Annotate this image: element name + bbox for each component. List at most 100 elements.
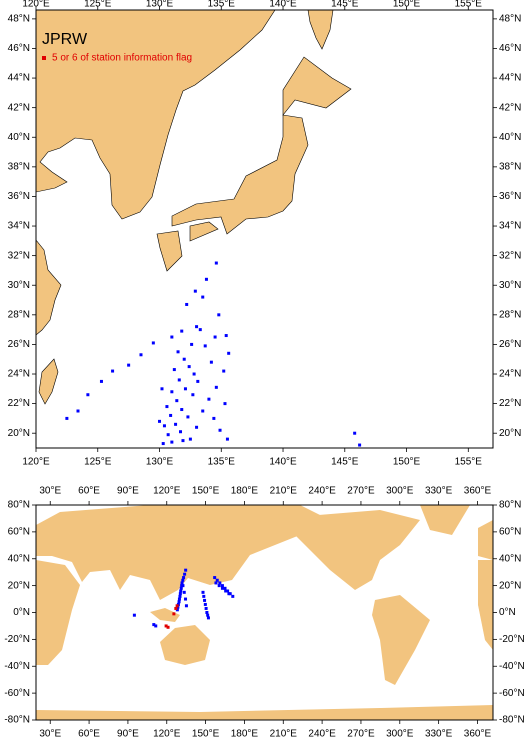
y-tick-label: 60°N [499, 527, 521, 538]
x-tick-label: 145°E [331, 0, 359, 10]
station-point [166, 625, 170, 629]
x-tick-label: 60°E [78, 729, 100, 740]
y-tick-label: 44°N [8, 73, 30, 84]
station-point [181, 584, 185, 588]
station-point [170, 335, 174, 339]
x-tick-label: 120°E [153, 486, 181, 497]
x-tick-label: 155°E [455, 0, 483, 10]
station-point [182, 590, 186, 594]
station-point [220, 584, 224, 588]
y-tick-label: 80°N [499, 500, 521, 511]
x-tick-label: 150°E [393, 0, 421, 10]
x-tick-label: 120°E [153, 729, 181, 740]
station-point [76, 409, 80, 413]
station-point [179, 586, 183, 590]
x-tick-label: 155°E [455, 457, 483, 468]
x-tick-label: 60°E [78, 486, 100, 497]
station-point [180, 329, 184, 333]
y-tick-label: 40°N [499, 553, 521, 564]
station-point [214, 581, 218, 585]
y-tick-label: 0°N [499, 607, 516, 618]
station-point [205, 611, 209, 614]
y-tick-label: 48°N [8, 14, 30, 25]
station-point [165, 405, 169, 409]
y-tick-label: 46°N [499, 43, 521, 54]
station-point [127, 363, 131, 367]
x-tick-label: 150°E [192, 486, 220, 497]
y-tick-label: 32°N [499, 250, 521, 261]
y-tick-label: 28°N [8, 309, 30, 320]
station-point [170, 390, 174, 394]
station-point [184, 604, 188, 608]
station-point [191, 393, 195, 397]
station-point [166, 433, 170, 437]
station-point [172, 368, 176, 372]
station-point [169, 413, 173, 417]
station-point [223, 402, 227, 406]
y-tick-label: 34°N [8, 221, 30, 232]
map-title: JPRW [42, 31, 88, 48]
station-point [226, 589, 230, 593]
x-tick-label: 150°E [393, 457, 421, 468]
x-tick-label: 30°E [39, 729, 61, 740]
station-point [192, 372, 196, 376]
x-tick-label: 90°E [117, 486, 139, 497]
station-point [99, 379, 103, 383]
station-point [204, 606, 208, 610]
y-tick-label: 42°N [499, 102, 521, 113]
station-point [193, 289, 197, 293]
y-tick-label: -20°N [499, 634, 525, 645]
x-tick-label: 240°E [308, 486, 336, 497]
legend-marker [42, 56, 46, 60]
station-point [353, 431, 357, 435]
y-tick-label: 36°N [499, 191, 521, 202]
station-point [177, 597, 181, 601]
x-tick-label: 360°E [464, 486, 492, 497]
station-point [206, 616, 210, 620]
y-tick-label: 48°N [499, 14, 521, 25]
station-point [225, 437, 229, 441]
y-tick-label: -40°N [499, 661, 525, 672]
y-tick-label: 34°N [499, 221, 521, 232]
station-point [207, 397, 211, 401]
y-tick-label: 24°N [8, 369, 30, 380]
station-point [195, 425, 199, 429]
x-tick-label: 360°E [464, 729, 492, 740]
station-point [158, 419, 162, 423]
station-point [198, 328, 202, 332]
station-point [160, 387, 164, 391]
x-tick-label: 130°E [146, 457, 174, 468]
station-point [182, 357, 186, 361]
station-point [188, 437, 192, 441]
station-point [86, 393, 90, 397]
x-tick-label: 330°E [425, 729, 453, 740]
y-tick-label: 40°N [8, 132, 30, 143]
station-point [177, 600, 181, 604]
x-tick-label: 90°E [117, 729, 139, 740]
station-point [220, 586, 224, 590]
y-tick-label: 24°N [499, 369, 521, 380]
station-point [174, 422, 178, 426]
station-point [213, 335, 217, 339]
station-point [185, 302, 189, 306]
x-tick-label: 330°E [425, 486, 453, 497]
x-tick-label: 120°E [22, 0, 50, 10]
station-point [217, 584, 221, 588]
station-point [223, 586, 227, 590]
station-point [184, 597, 188, 601]
y-tick-label: 20°N [499, 428, 521, 439]
station-point [154, 624, 158, 628]
y-tick-label: 40°N [8, 553, 30, 564]
station-point [161, 442, 165, 446]
station-point [175, 604, 179, 608]
station-point [164, 624, 168, 628]
station-point [214, 261, 218, 265]
station-point [174, 606, 178, 610]
station-point [175, 608, 179, 612]
y-tick-label: 44°N [499, 73, 521, 84]
station-point [201, 590, 205, 594]
station-point [172, 612, 176, 616]
x-tick-label: 300°E [386, 486, 414, 497]
station-point [180, 581, 184, 585]
